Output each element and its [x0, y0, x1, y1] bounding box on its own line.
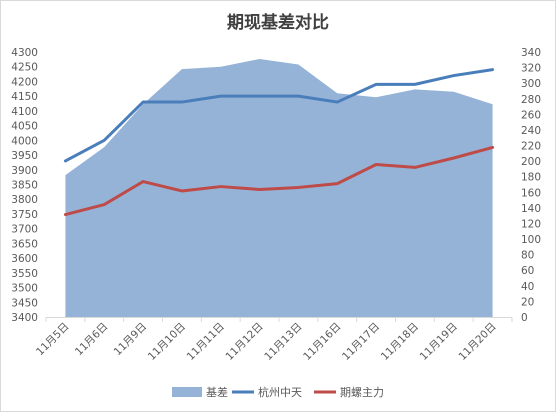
- y-left-tick-label: 3750: [11, 209, 38, 221]
- y-right-tick-label: 320: [521, 63, 541, 75]
- y-left-tick-label: 4000: [11, 135, 38, 147]
- legend-item: 基差: [172, 385, 228, 399]
- y-left-tick-label: 3450: [11, 297, 38, 309]
- y-right-tick-label: 200: [521, 156, 541, 168]
- y-right-tick-label: 260: [521, 109, 541, 121]
- y-right-tick-label: 0: [521, 312, 528, 324]
- y-left-tick-label: 4100: [11, 106, 38, 118]
- y-right-tick-label: 180: [521, 172, 541, 184]
- y-right-tick-label: 280: [521, 94, 541, 106]
- line-series-2: [63, 145, 495, 217]
- y-left-tick-label: 3500: [11, 283, 38, 295]
- x-tick-label: 11月9日: [112, 321, 150, 359]
- legend-swatch: [172, 387, 202, 397]
- y-right-tick-label: 40: [521, 281, 534, 293]
- legend-label: 基差: [206, 385, 228, 399]
- legend: 基差 杭州中天 期螺主力: [172, 385, 384, 399]
- y-left-tick-label: 3550: [11, 268, 38, 280]
- y-left-tick-label: 4150: [11, 91, 38, 103]
- x-tick-label: 11月11日: [185, 321, 227, 363]
- y-right-tick-label: 220: [521, 141, 541, 153]
- x-tick-label: 11月18日: [379, 321, 421, 363]
- y-right-tick-label: 120: [521, 218, 541, 230]
- legend-item: 杭州中天: [232, 385, 302, 399]
- y-left-tick-label: 3400: [11, 312, 38, 324]
- line-layer: [63, 68, 495, 217]
- y-left-tick-label: 4050: [11, 121, 38, 133]
- x-tick-label: 11月13日: [262, 321, 304, 363]
- line-series-1: [63, 68, 495, 163]
- y-right-tick-label: 240: [521, 125, 541, 137]
- legend-item: 期螺主力: [314, 386, 384, 399]
- legend-label: 杭州中天: [258, 385, 302, 399]
- y-right-tick-label: 140: [521, 203, 541, 215]
- x-tick-label: 11月5日: [34, 321, 72, 359]
- y-right-tick-label: 80: [521, 250, 534, 262]
- x-tick-label: 11月16日: [301, 321, 343, 363]
- y-left-tick-label: 3900: [11, 165, 38, 177]
- y-left-tick-label: 3950: [11, 150, 38, 162]
- legend-label: 期螺主力: [340, 386, 384, 399]
- y-left-tick-label: 3650: [11, 238, 38, 250]
- y-right-tick-label: 100: [521, 234, 541, 246]
- y-right-tick-label: 60: [521, 265, 534, 277]
- y-left-tick-label: 3700: [11, 224, 38, 236]
- y-right-tick-label: 340: [521, 47, 541, 59]
- x-tick-label: 11月17日: [340, 321, 382, 363]
- y-left-tick-label: 3800: [11, 194, 38, 206]
- x-tick-label: 11月20日: [456, 321, 498, 363]
- y-left-tick-label: 4250: [11, 62, 38, 74]
- x-tick-label: 11月6日: [73, 321, 111, 359]
- chart-title: 期现基差对比: [227, 12, 329, 33]
- x-tick-label: 11月10日: [146, 321, 188, 363]
- y-left-tick-label: 4200: [11, 76, 38, 88]
- y-right-tick-label: 20: [521, 296, 534, 308]
- y-left-tick-label: 3600: [11, 253, 38, 265]
- y-right-tick-label: 300: [521, 78, 541, 90]
- x-tick-label: 11月19日: [418, 321, 460, 363]
- y-right-tick-label: 160: [521, 187, 541, 199]
- x-tick-label: 11月12日: [223, 321, 265, 363]
- y-left-tick-label: 3850: [11, 180, 38, 192]
- y-left-tick-label: 4300: [11, 47, 38, 59]
